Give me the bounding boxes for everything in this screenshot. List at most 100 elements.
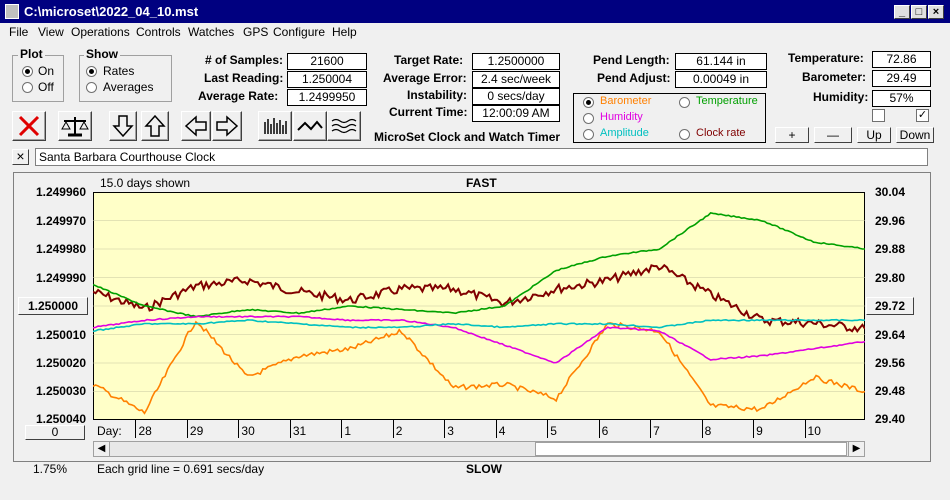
show-averages-radio[interactable] [86, 82, 97, 93]
clear-clock-button[interactable]: × [12, 149, 29, 165]
title-bar: C:\microset\2022_04_10.mst _ □ × [0, 0, 950, 23]
maximize-button[interactable]: □ [911, 5, 927, 19]
plot-on-label: On [38, 64, 55, 78]
plus-button[interactable]: + [775, 127, 809, 143]
clock-name-field[interactable]: Santa Barbara Courthouse Clock [35, 148, 928, 166]
pend-length-value: 61.144 in [675, 53, 767, 70]
samples-value: 21600 [287, 53, 367, 70]
series-line-temperature [93, 212, 865, 318]
day-tick-label: 30 [241, 424, 255, 438]
plot-on-radio[interactable] [22, 66, 33, 77]
day-axis-title: Day: [97, 424, 122, 438]
day-tick [701, 420, 703, 438]
day-tick-label: 1 [344, 424, 352, 438]
humidity-value: 57% [872, 90, 931, 107]
app-icon [5, 4, 19, 19]
right-center-button[interactable]: 29.72 [866, 297, 914, 315]
barometer-radio[interactable] [583, 97, 594, 108]
down-arrow-button[interactable] [109, 111, 137, 141]
horizontal-scrollbar[interactable]: ◀ ▶ [93, 441, 865, 457]
day-tick-label: 9 [756, 424, 763, 438]
left-arrow-button[interactable] [181, 111, 211, 141]
day-tick [753, 420, 755, 438]
grid-note: Each grid line = 0.691 secs/day [97, 462, 265, 476]
barometer-value: 29.49 [872, 70, 931, 87]
right-axis-label: 29.88 [875, 242, 906, 256]
menu-controls[interactable]: Controls [136, 25, 181, 39]
day-tick [495, 420, 497, 438]
pend-length-label: Pend Length: [593, 53, 670, 67]
plot-area [93, 192, 865, 420]
day-tick-label: 7 [653, 424, 660, 438]
day-tick [804, 420, 806, 438]
left-axis-label: 1.250040 [35, 412, 86, 426]
series-line-amplitude [93, 318, 865, 333]
day-tick [135, 420, 137, 438]
day-tick-label: 8 [704, 424, 712, 438]
close-window-button[interactable]: × [928, 5, 944, 19]
plot-off-radio[interactable] [22, 82, 33, 93]
multi-line-button[interactable] [327, 111, 361, 141]
red-x-icon [18, 115, 40, 137]
day-tick [392, 420, 394, 438]
day-tick [598, 420, 600, 438]
right-axis-label: 29.40 [875, 412, 906, 426]
menu-configure[interactable]: Configure [273, 25, 326, 39]
samples-label: # of Samples: [205, 53, 284, 67]
multi-wave-icon [331, 118, 357, 134]
clock-rate-radio[interactable] [679, 129, 690, 140]
temperature-radio[interactable] [679, 97, 690, 108]
show-rates-label: Rates [103, 64, 135, 78]
right-axis-label: 29.96 [875, 214, 906, 228]
amplitude-radio-label: Amplitude [600, 127, 649, 139]
scroll-thumb[interactable] [535, 442, 847, 456]
day-tick-label: 6 [601, 424, 609, 438]
menu-operations[interactable]: Operations [71, 25, 130, 39]
average-error-value: 2.4 sec/week [472, 71, 560, 88]
temperature-value: 72.86 [872, 51, 931, 68]
menu-watches[interactable]: Watches [188, 25, 235, 39]
day-tick-label: 10 [807, 424, 821, 438]
average-rate-label: Average Rate: [198, 89, 279, 103]
instability-label: Instability: [407, 88, 468, 102]
app-caption: MicroSet Clock and Watch Timer [374, 130, 561, 144]
down-button[interactable]: Down [896, 127, 934, 143]
up-arrow-button[interactable] [141, 111, 169, 141]
last-reading-value: 1.250004 [287, 71, 367, 88]
menu-gps[interactable]: GPS [243, 25, 269, 39]
zero-button[interactable]: 0 [25, 425, 85, 440]
day-tick-label: 5 [550, 424, 557, 438]
left-axis-label: 1.250030 [35, 384, 86, 398]
menu-help[interactable]: Help [332, 25, 357, 39]
average-rate-value: 1.2499950 [287, 89, 367, 106]
day-tick [650, 420, 652, 438]
menu-file[interactable]: File [9, 25, 29, 39]
show-rates-radio[interactable] [86, 66, 97, 77]
scroll-right-button[interactable]: ▶ [848, 442, 864, 456]
window-title: C:\microset\2022_04_10.mst [24, 4, 199, 19]
humidity-radio[interactable] [583, 113, 594, 124]
up-button[interactable]: Up [857, 127, 891, 143]
balance-button[interactable] [58, 111, 92, 141]
arrow-up-icon [144, 114, 166, 137]
amplitude-radio[interactable] [583, 129, 594, 140]
left-axis-label: 1.249970 [35, 214, 86, 228]
right-arrow-button[interactable] [212, 111, 242, 141]
instability-value: 0 secs/day [472, 88, 560, 105]
minimize-button[interactable]: _ [894, 5, 910, 19]
left-center-button[interactable]: 1.250000 [18, 297, 88, 315]
arrow-right-icon [216, 115, 239, 137]
stop-button[interactable] [12, 111, 46, 141]
day-tick [444, 420, 446, 438]
minus-button[interactable]: — [814, 127, 852, 143]
humidity-label: Humidity: [813, 90, 869, 104]
line-chart-button[interactable] [293, 111, 327, 141]
slow-label: SLOW [466, 462, 502, 476]
bar-chart-button[interactable] [258, 111, 292, 141]
menu-view[interactable]: View [38, 25, 64, 39]
checkbox-2[interactable]: ✓ [916, 109, 929, 122]
day-tick-label: 28 [138, 424, 152, 438]
scroll-left-button[interactable]: ◀ [94, 442, 110, 456]
current-time-label: Current Time: [389, 105, 468, 119]
checkbox-1[interactable] [872, 109, 885, 122]
